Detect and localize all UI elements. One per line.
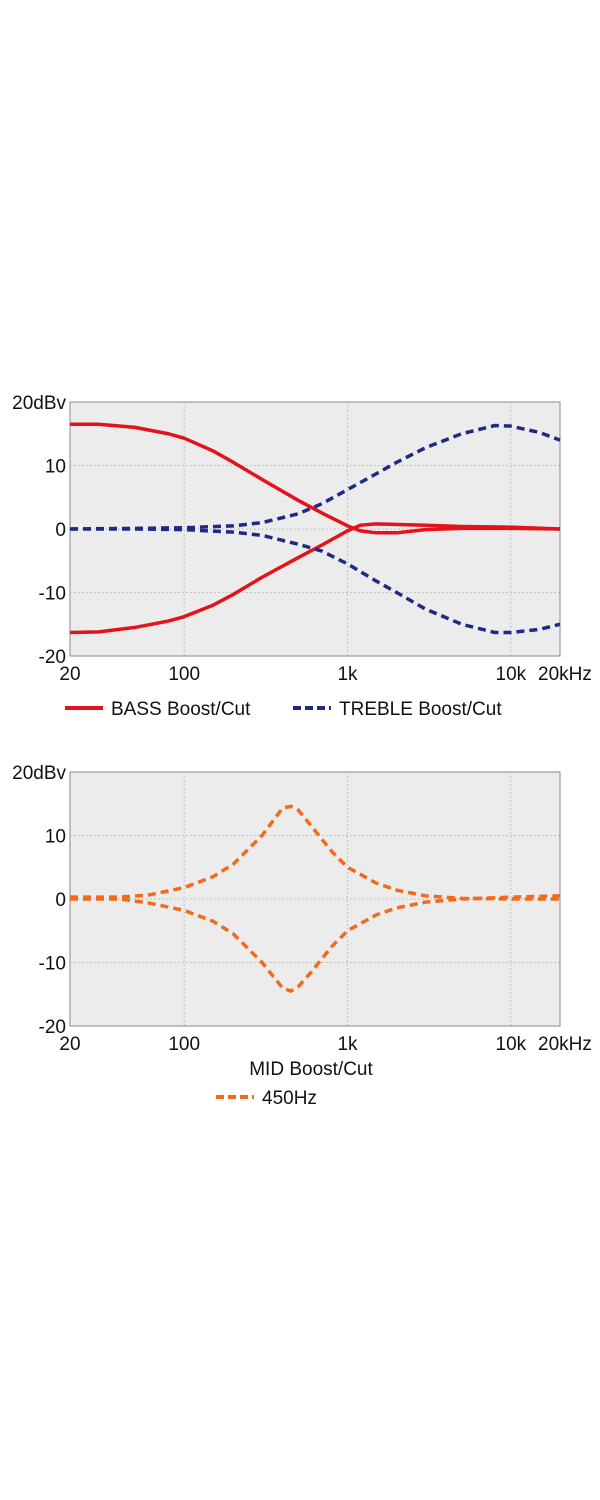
y-tick-label: 10	[45, 457, 66, 478]
legend-label: 450Hz	[262, 1088, 317, 1109]
series-line-bass-boost-cut-0	[70, 422, 561, 535]
x-tick-label: 1k	[337, 664, 358, 685]
series-line-treble-boost-cut-2	[69, 423, 561, 531]
series-line-bass-boost-cut-1	[69, 522, 561, 635]
y-tick-label: -20	[39, 1017, 66, 1038]
x-tick-label: 1k	[337, 1034, 358, 1055]
y-tick-label: -10	[39, 954, 66, 975]
y-tick-label: 20dBv	[12, 393, 66, 414]
mid-chart-title: MID Boost/Cut	[249, 1059, 373, 1080]
y-tick-label: -10	[39, 584, 66, 605]
series-line-450hz-1	[70, 894, 561, 993]
x-tick-label: 20kHz	[538, 664, 592, 685]
bass-treble-legend: BASS Boost/Cut TREBLE Boost/Cut	[65, 699, 502, 720]
series-line-treble-boost-cut-3	[70, 527, 561, 635]
legend-label: TREBLE Boost/Cut	[339, 699, 502, 720]
y-tick-label: 10	[45, 827, 66, 848]
x-tick-label: 10k	[496, 664, 527, 685]
x-tick-label: 20	[59, 1034, 80, 1055]
x-tick-label: 100	[168, 1034, 200, 1055]
y-tick-label: 0	[55, 890, 66, 911]
x-tick-label: 100	[168, 664, 200, 685]
y-tick-label: 0	[55, 520, 66, 541]
y-tick-label: 20dBv	[12, 763, 66, 784]
y-tick-label: -20	[39, 647, 66, 668]
x-tick-label: 20kHz	[538, 1034, 592, 1055]
legend-label: BASS Boost/Cut	[111, 699, 251, 720]
x-tick-label: 10k	[496, 1034, 527, 1055]
series-line-450hz-0	[70, 804, 560, 901]
mid-legend: 450Hz	[216, 1088, 317, 1109]
x-tick-label: 20	[59, 664, 80, 685]
